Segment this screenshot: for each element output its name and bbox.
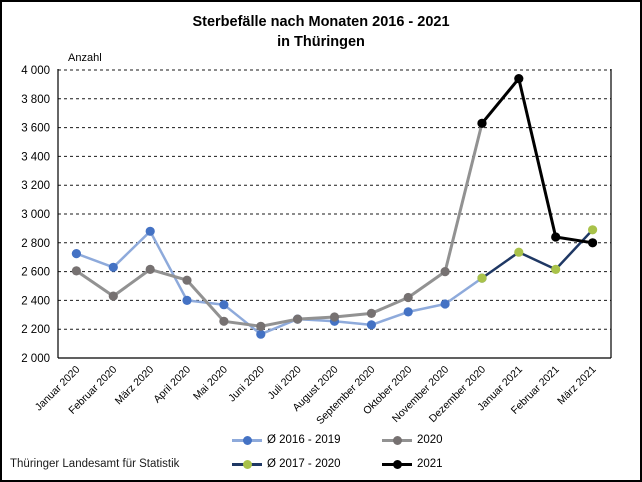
data-point-marker	[477, 273, 487, 283]
data-point-marker	[588, 238, 598, 248]
legend-label: Ø 2016 - 2019	[267, 434, 341, 446]
series-line	[480, 77, 595, 245]
x-tick-label: Juli 2020	[266, 364, 304, 402]
data-point-marker	[145, 264, 155, 274]
data-point-marker	[440, 299, 450, 309]
data-point-marker	[551, 264, 561, 274]
y-tick-label: 2 200	[21, 324, 50, 336]
x-tick-label: März 2021	[555, 364, 599, 408]
data-point-marker	[329, 312, 340, 322]
legend-swatch-2021-icon	[382, 459, 412, 469]
y-tick-label: 3 400	[21, 151, 50, 163]
legend-swatch-2020-icon	[382, 435, 412, 445]
legend-item-avg-2016-2019: Ø 2016 - 2019	[232, 434, 382, 446]
data-point-marker	[588, 225, 598, 235]
data-point-marker	[440, 267, 450, 277]
y-tick-label: 3 600	[21, 123, 50, 135]
chart-title: Sterbefälle nach Monaten 2016 - 2021 in …	[2, 12, 640, 52]
chart-title-line2: in Thüringen	[277, 34, 365, 50]
y-tick-label: 3 000	[21, 209, 50, 221]
data-point-marker	[514, 74, 524, 84]
data-point-marker	[71, 266, 81, 276]
legend-label: 2021	[417, 458, 443, 470]
x-tick-label: April 2020	[151, 364, 193, 406]
legend-swatch-avg-2017-2020-icon	[232, 459, 262, 469]
legend-label: Ø 2017 - 2020	[267, 458, 341, 470]
data-point-marker	[145, 226, 155, 236]
data-point-marker	[219, 300, 229, 310]
data-point-marker	[403, 292, 413, 303]
y-tick-label: 4 000	[21, 65, 50, 77]
data-point-marker	[366, 308, 376, 318]
legend-item-avg-2017-2020: Ø 2017 - 2020	[232, 458, 382, 470]
data-point-marker	[366, 320, 376, 330]
data-point-marker	[108, 291, 118, 301]
data-point-marker	[71, 249, 81, 259]
data-point-marker	[182, 275, 192, 285]
legend-swatch-avg-2016-2019-icon	[232, 435, 262, 445]
source-caption: Thüringer Landesamt für Statistik	[10, 458, 180, 470]
data-point-marker	[551, 232, 561, 242]
data-point-marker	[514, 247, 524, 257]
data-point-marker	[477, 118, 487, 128]
series-line	[74, 121, 484, 328]
data-point-marker	[256, 321, 266, 331]
y-tick-label: 2 400	[21, 295, 50, 307]
y-tick-label: 3 800	[21, 94, 50, 106]
x-tick-label: Juni 2020	[226, 364, 267, 405]
data-point-marker	[256, 329, 266, 339]
data-point-marker	[182, 295, 192, 305]
y-tick-label: 3 200	[21, 180, 50, 192]
legend-label: 2020	[417, 434, 443, 446]
y-tick-label: 2 000	[21, 353, 50, 365]
y-tick-label: 2 600	[21, 267, 50, 279]
series-line	[480, 228, 594, 280]
series-line	[75, 230, 484, 336]
chart-title-line1: Sterbefälle nach Monaten 2016 - 2021	[192, 14, 450, 30]
legend: Ø 2016 - 2019 2020 Ø 2017 - 2020 2021	[232, 428, 492, 476]
data-point-marker	[108, 262, 118, 272]
data-point-marker	[219, 316, 229, 326]
y-axis-label: Anzahl	[68, 52, 102, 64]
x-tick-label: Mai 2020	[191, 364, 230, 403]
legend-item-2021: 2021	[382, 458, 492, 470]
x-tick-label: März 2020	[113, 364, 157, 408]
data-point-marker	[403, 307, 413, 317]
legend-item-2020: 2020	[382, 434, 492, 446]
y-tick-label: 2 800	[21, 238, 50, 250]
data-point-marker	[293, 314, 303, 324]
